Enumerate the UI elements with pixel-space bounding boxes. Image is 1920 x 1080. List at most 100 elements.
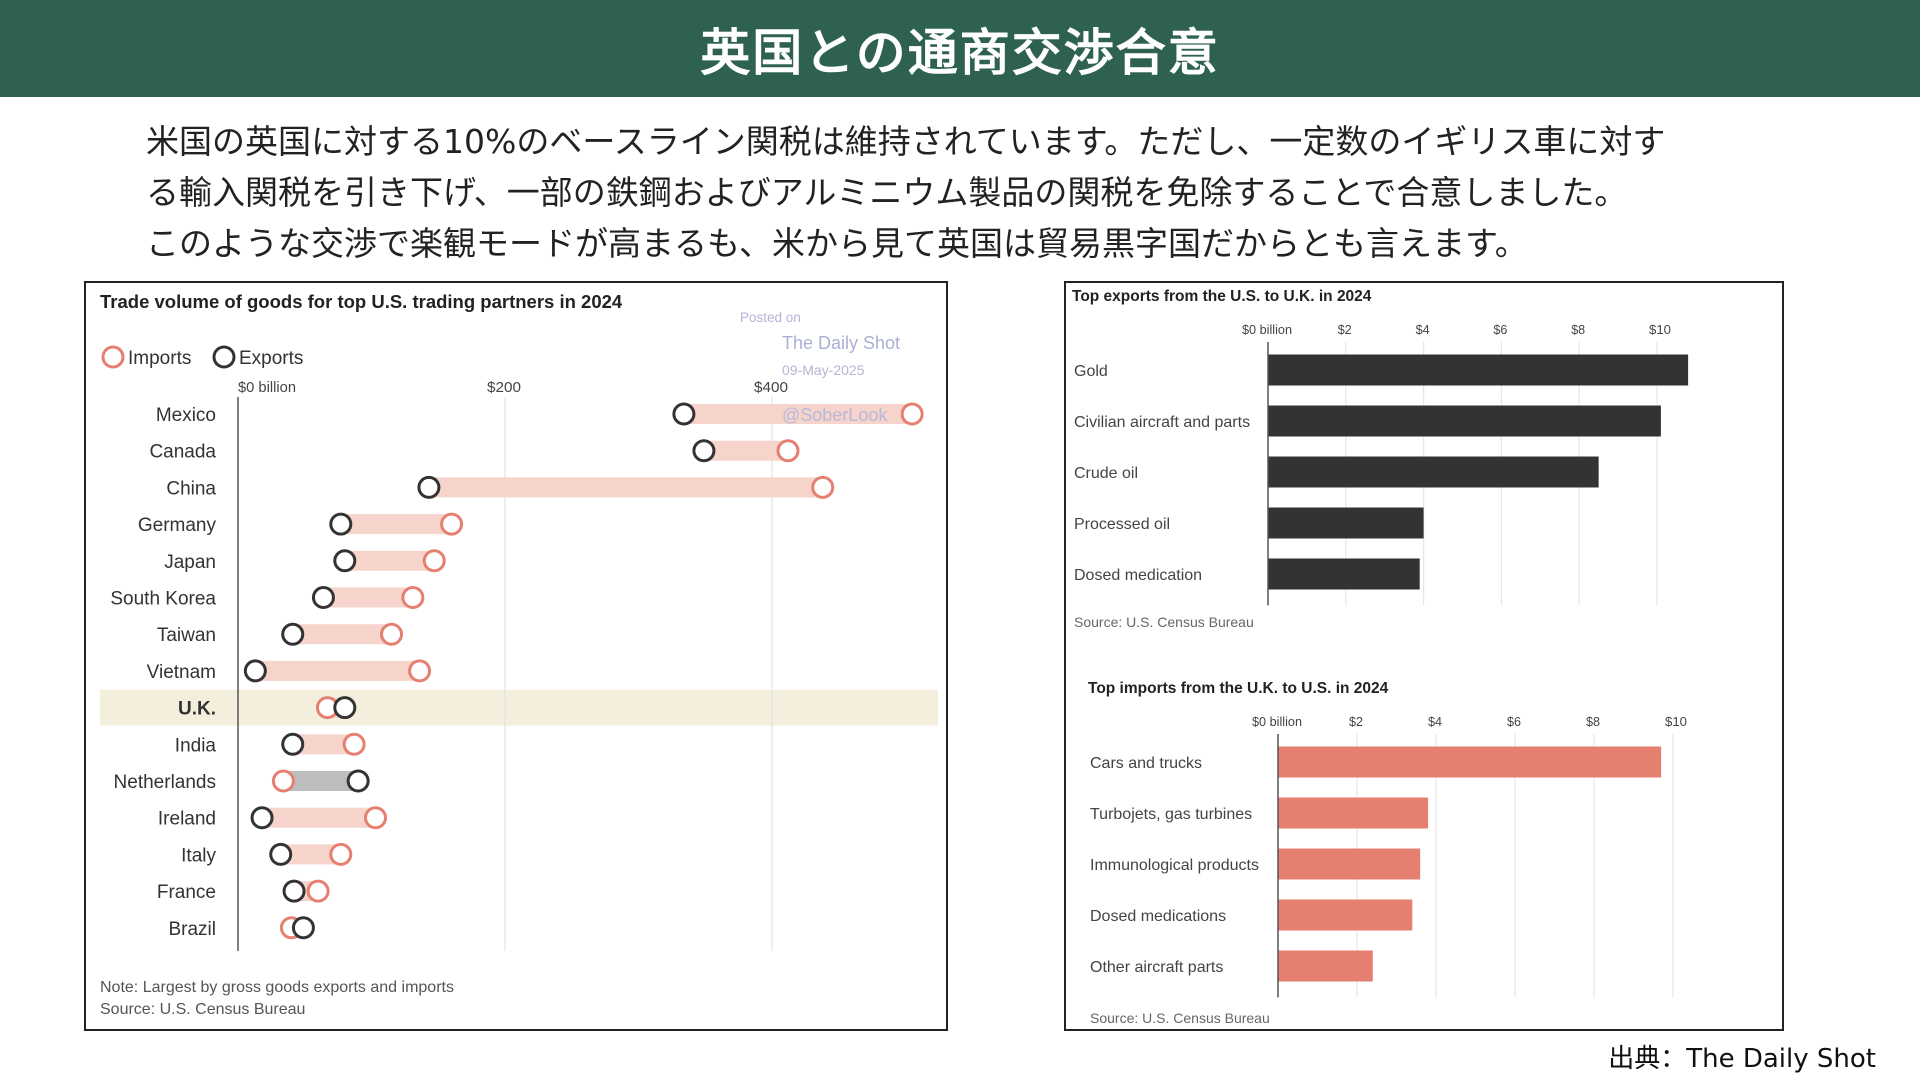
dumbbell-range bbox=[280, 844, 341, 865]
bar bbox=[1278, 950, 1373, 982]
x-tick-label: $8 bbox=[1586, 714, 1600, 729]
chart-note: Note: Largest by gross goods exports and… bbox=[100, 979, 454, 996]
legend-imports-marker bbox=[101, 345, 125, 369]
intro-text: 米国の英国に対する10%のベースライン関税は維持されています。ただし、一定数のイ… bbox=[146, 116, 1806, 269]
bar bbox=[1268, 558, 1420, 590]
intro-line: 米国の英国に対する10%のベースライン関税は維持されています。ただし、一定数のイ… bbox=[146, 122, 1666, 161]
category-label: Mexico bbox=[156, 405, 216, 426]
x-tick-label: $0 billion bbox=[1252, 714, 1302, 729]
export-point bbox=[329, 512, 353, 536]
category-label: U.K. bbox=[178, 699, 216, 720]
highlight-row bbox=[100, 689, 938, 726]
intro-line: このような交渉で楽観モードが高まるも、米から見て英国は貿易黒字国だからとも言えま… bbox=[146, 224, 1528, 263]
dumbbell-range bbox=[703, 440, 789, 461]
category-label: France bbox=[157, 882, 216, 903]
x-tick-label: $0 billion bbox=[238, 379, 296, 396]
category-label: Crude oil bbox=[1074, 465, 1138, 482]
page-title: 英国との通商交渉合意 bbox=[700, 23, 1220, 82]
bar bbox=[1278, 899, 1413, 931]
category-label: China bbox=[166, 478, 216, 499]
watermark-text: Posted on bbox=[740, 310, 801, 325]
category-label: Gold bbox=[1074, 363, 1108, 380]
import-point bbox=[342, 732, 366, 756]
import-point bbox=[329, 842, 353, 866]
legend-label: Imports bbox=[128, 348, 191, 369]
export-point bbox=[291, 916, 315, 940]
chart-title: Trade volume of goods for top U.S. tradi… bbox=[100, 291, 623, 312]
export-point bbox=[250, 806, 274, 830]
export-point bbox=[333, 696, 357, 720]
export-point bbox=[281, 732, 305, 756]
trade-volume-chart: Trade volume of goods for top U.S. tradi… bbox=[100, 291, 938, 1018]
category-label: Dosed medications bbox=[1090, 908, 1226, 925]
dumbbell-range bbox=[683, 404, 913, 424]
category-label: Italy bbox=[181, 845, 216, 866]
export-point bbox=[243, 659, 267, 683]
watermark-text: The Daily Shot bbox=[782, 333, 900, 353]
category-label: Germany bbox=[138, 515, 217, 536]
import-point bbox=[306, 879, 330, 903]
import-point bbox=[364, 806, 388, 830]
bar bbox=[1268, 456, 1599, 488]
export-point bbox=[269, 842, 293, 866]
import-point bbox=[401, 586, 425, 609]
dumbbell-range bbox=[344, 550, 435, 571]
category-label: Canada bbox=[149, 442, 216, 463]
export-point bbox=[333, 549, 357, 573]
uk-trade-charts: Top exports from the U.S. to U.K. in 202… bbox=[1072, 288, 1689, 1026]
legend-label: Exports bbox=[239, 348, 303, 369]
dumbbell-range bbox=[255, 660, 420, 681]
x-tick-label: $400 bbox=[754, 379, 788, 396]
dumbbell-range bbox=[292, 624, 392, 645]
page-header: 英国との通商交渉合意 bbox=[0, 0, 1920, 97]
x-tick-label: $10 bbox=[1665, 714, 1687, 729]
watermark-text: 09-May-2025 bbox=[782, 362, 865, 378]
category-label: Immunological products bbox=[1090, 857, 1259, 874]
import-point bbox=[271, 769, 295, 793]
bar bbox=[1268, 354, 1689, 386]
x-tick-label: $2 bbox=[1349, 714, 1363, 729]
chart-source: Source: U.S. Census Bureau bbox=[100, 1001, 305, 1018]
uk-trade-charts-panel: Top exports from the U.S. to U.K. in 202… bbox=[1064, 281, 1784, 1031]
source-credit: 出典：The Daily Shot bbox=[1608, 1044, 1876, 1074]
x-tick-label: $6 bbox=[1507, 714, 1521, 729]
import-point bbox=[408, 659, 432, 683]
export-point bbox=[672, 402, 696, 426]
export-point bbox=[311, 586, 335, 609]
bar bbox=[1278, 848, 1421, 880]
chart-source: Source: U.S. Census Bureau bbox=[1090, 1010, 1270, 1026]
category-label: South Korea bbox=[110, 589, 216, 610]
chart-source: Source: U.S. Census Bureau bbox=[1074, 614, 1254, 630]
category-label: Brazil bbox=[168, 919, 216, 940]
category-label: Vietnam bbox=[147, 662, 216, 683]
dumbbell-range bbox=[292, 734, 355, 755]
chart-title: Top exports from the U.S. to U.K. in 202… bbox=[1072, 288, 1372, 305]
export-point bbox=[282, 879, 306, 903]
x-tick-label: $4 bbox=[1416, 322, 1430, 337]
category-label: Civilian aircraft and parts bbox=[1074, 414, 1250, 431]
legend-exports-marker bbox=[212, 345, 236, 369]
category-label: Ireland bbox=[158, 809, 216, 830]
category-label: Netherlands bbox=[114, 772, 216, 793]
bar bbox=[1278, 797, 1429, 829]
dumbbell-range bbox=[428, 477, 823, 498]
category-label: Japan bbox=[164, 552, 216, 573]
category-label: India bbox=[175, 735, 217, 756]
category-label: Taiwan bbox=[157, 625, 216, 646]
bar bbox=[1268, 405, 1661, 437]
bar bbox=[1278, 746, 1662, 778]
export-point bbox=[692, 439, 716, 463]
category-label: Other aircraft parts bbox=[1090, 959, 1223, 976]
dumbbell-range bbox=[323, 587, 413, 608]
category-label: Turbojets, gas turbines bbox=[1090, 806, 1252, 823]
x-tick-label: $10 bbox=[1649, 322, 1671, 337]
intro-line: る輸入関税を引き下げ、一部の鉄鋼およびアルミニウム製品の関税を免除することで合意… bbox=[146, 173, 1628, 212]
category-label: Cars and trucks bbox=[1090, 755, 1202, 772]
chart-title: Top imports from the U.K. to U.S. in 202… bbox=[1088, 680, 1389, 697]
export-point bbox=[346, 769, 370, 793]
x-tick-label: $0 billion bbox=[1242, 322, 1292, 337]
watermark-text: @SoberLook bbox=[782, 405, 888, 425]
import-point bbox=[900, 402, 924, 426]
import-point bbox=[811, 475, 835, 499]
import-point bbox=[776, 439, 800, 463]
